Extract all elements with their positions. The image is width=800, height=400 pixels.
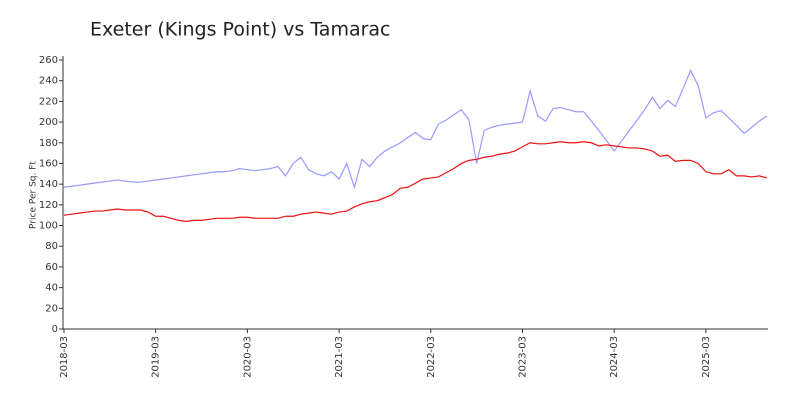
y-tick-label: 0 xyxy=(52,324,58,335)
series-line xyxy=(63,141,768,223)
y-tick-label: 40 xyxy=(45,283,58,294)
y-tick-label: 20 xyxy=(45,303,58,314)
x-tick-label: 2022-03 xyxy=(426,336,437,378)
x-tick-label: 2025-03 xyxy=(701,336,712,378)
y-axis-label: Price Per Sq. Ft xyxy=(29,161,39,229)
y-tick-label: 220 xyxy=(39,96,58,107)
series-line xyxy=(63,68,768,190)
y-tick-label: 100 xyxy=(39,221,58,232)
y-tick-label: 180 xyxy=(39,138,58,149)
y-tick-label: 60 xyxy=(45,262,58,273)
y-tick-label: 80 xyxy=(45,241,58,252)
x-tick-label: 2020-03 xyxy=(242,336,253,378)
chart-title: Exeter (Kings Point) vs Tamarac xyxy=(90,19,391,41)
y-tick-label: 140 xyxy=(39,179,58,190)
y-tick-label: 240 xyxy=(39,76,58,87)
y-tick-label: 260 xyxy=(39,55,58,66)
y-tick-label: 120 xyxy=(39,200,58,211)
y-tick-label: 160 xyxy=(39,158,58,169)
x-tick-label: 2019-03 xyxy=(151,336,162,378)
x-tick-label: 2018-03 xyxy=(59,336,70,378)
x-tick-label: 2024-03 xyxy=(609,336,620,378)
x-tick-label: 2023-03 xyxy=(517,336,528,378)
y-tick-label: 200 xyxy=(39,117,58,128)
x-tick-label: 2021-03 xyxy=(334,336,345,378)
